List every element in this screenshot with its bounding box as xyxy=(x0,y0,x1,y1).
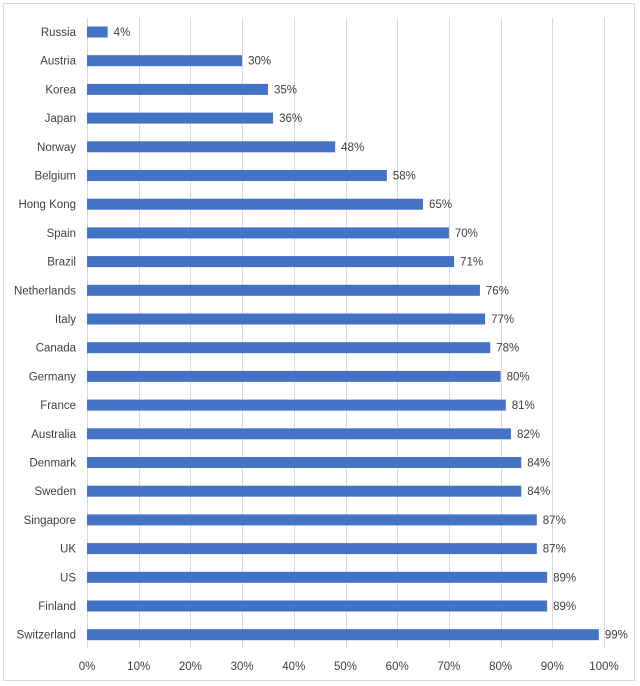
data-label: 80% xyxy=(507,371,530,383)
bar xyxy=(87,342,491,354)
x-tick-label: 20% xyxy=(179,661,202,673)
data-label: 89% xyxy=(553,601,576,613)
x-tick-label: 30% xyxy=(231,661,254,673)
data-label: 81% xyxy=(512,400,535,412)
bar xyxy=(87,571,548,583)
category-label: Brazil xyxy=(47,257,76,269)
category-label: France xyxy=(40,400,76,412)
x-tick-label: 90% xyxy=(541,661,564,673)
data-label: 70% xyxy=(455,228,478,240)
category-label: Denmark xyxy=(29,458,76,470)
bar xyxy=(87,313,486,325)
bars xyxy=(87,26,599,641)
category-label: Sweden xyxy=(34,486,76,498)
category-label: Austria xyxy=(40,56,76,68)
data-label: 84% xyxy=(527,458,550,470)
bar xyxy=(87,284,480,296)
bar xyxy=(87,170,387,181)
category-label: Canada xyxy=(36,343,77,355)
x-tick-label: 100% xyxy=(589,661,618,673)
x-tick-label: 80% xyxy=(489,661,512,673)
data-label: 87% xyxy=(543,515,566,527)
category-label: Germany xyxy=(29,371,77,383)
category-label: Singapore xyxy=(24,515,76,527)
bar xyxy=(87,83,268,95)
category-label: Japan xyxy=(45,113,76,125)
bar xyxy=(87,600,548,612)
x-tick-label: 70% xyxy=(437,661,460,673)
category-label: Norway xyxy=(37,142,76,154)
data-label: 65% xyxy=(429,199,452,211)
bar xyxy=(87,457,522,468)
category-label: Switzerland xyxy=(17,630,76,642)
data-label: 82% xyxy=(517,429,540,441)
category-label: UK xyxy=(60,544,76,556)
bar xyxy=(87,514,537,526)
value-labels: 4% 30% 35% 36% 48% 58% 65% 70% 71% 76% 77% 78% 80% 81… xyxy=(114,27,628,642)
data-label: 77% xyxy=(491,314,514,326)
data-label: 99% xyxy=(605,630,628,642)
data-label: 35% xyxy=(274,84,297,96)
bar xyxy=(87,399,506,411)
category-label: Russia xyxy=(41,27,77,39)
bar xyxy=(87,141,336,153)
data-label: 89% xyxy=(553,572,576,584)
category-label: Spain xyxy=(47,228,76,240)
bar xyxy=(87,26,108,38)
category-label: Italy xyxy=(55,314,76,326)
x-tick-label: 50% xyxy=(334,661,357,673)
category-label: US xyxy=(60,572,76,584)
category-label: Korea xyxy=(45,84,76,96)
data-label: 78% xyxy=(496,343,519,355)
data-label: 36% xyxy=(279,113,302,125)
bar xyxy=(87,428,511,440)
category-label: Netherlands xyxy=(14,285,76,297)
bar xyxy=(87,629,599,641)
x-axis-tick-labels: 0% 10% 20% 30% 40% 50% 60% 70% 80% 90% 100% xyxy=(79,661,619,673)
x-tick-label: 10% xyxy=(127,661,150,673)
bar xyxy=(87,543,537,555)
category-label: Hong Kong xyxy=(18,199,76,211)
category-label: Finland xyxy=(38,601,76,613)
data-label: 76% xyxy=(486,285,509,297)
data-label: 87% xyxy=(543,544,566,556)
data-label: 4% xyxy=(114,27,131,39)
x-tick-label: 0% xyxy=(79,661,96,673)
bar xyxy=(87,198,424,210)
bar xyxy=(87,227,449,239)
x-tick-label: 40% xyxy=(282,661,305,673)
data-label: 84% xyxy=(527,486,550,498)
x-tick-label: 60% xyxy=(386,661,409,673)
data-label: 48% xyxy=(341,142,364,154)
category-label: Australia xyxy=(31,429,76,441)
category-labels: Russia Austria Korea Japan Norway Belgium Hong… xyxy=(14,27,77,642)
category-label: Belgium xyxy=(34,171,76,183)
data-label: 58% xyxy=(393,171,416,183)
data-label: 30% xyxy=(248,56,271,68)
bar xyxy=(87,485,522,497)
bar xyxy=(87,370,501,382)
bar xyxy=(87,112,274,124)
bar xyxy=(87,256,455,268)
bar xyxy=(87,55,243,67)
data-label: 71% xyxy=(460,257,483,269)
